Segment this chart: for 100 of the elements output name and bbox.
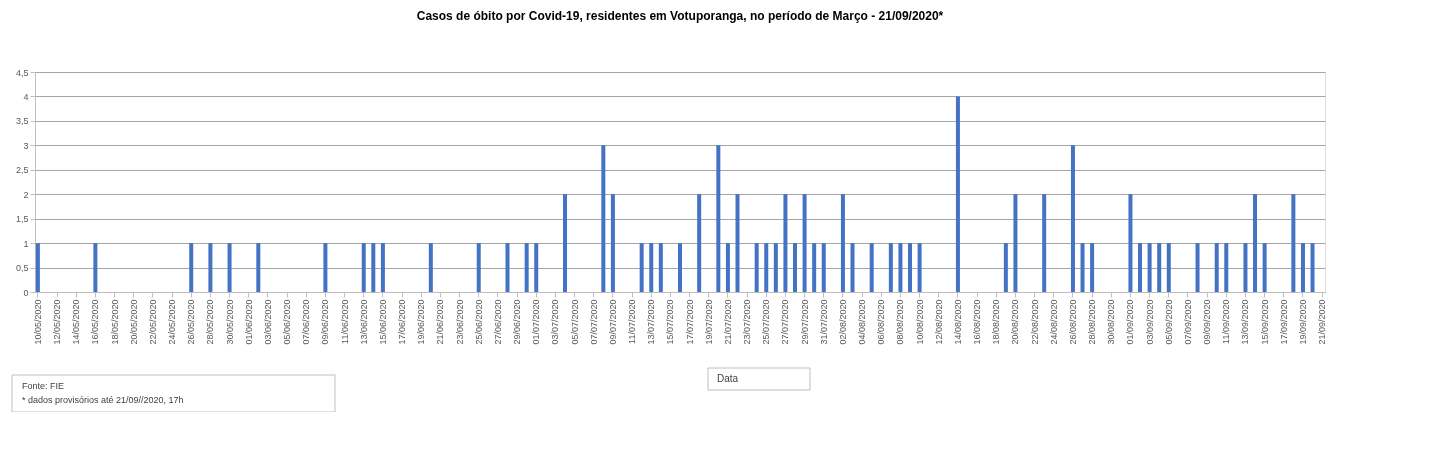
x-tick-label: 11/09/2020 xyxy=(1221,299,1232,344)
x-tick-label: 21/07/2020 xyxy=(722,299,733,345)
x-tick-label: 25/06/2020 xyxy=(473,299,484,345)
x-tick-label: 16/08/2020 xyxy=(972,299,983,345)
x-tick-label: 16/05/2020 xyxy=(90,299,101,345)
y-tick-label: 4,5 xyxy=(15,67,29,78)
x-tick-label: 03/07/2020 xyxy=(550,299,561,345)
bar xyxy=(1224,243,1229,292)
x-tick-label: 14/08/2020 xyxy=(952,299,963,345)
x-tick-label: 20/05/2020 xyxy=(128,299,139,345)
x-tick-label: 12/08/2020 xyxy=(933,299,944,345)
bar xyxy=(869,243,874,292)
x-tick-label: 30/05/2020 xyxy=(224,299,235,345)
bar xyxy=(649,243,654,292)
x-tick-label: 21/09/2020 xyxy=(1317,299,1328,345)
x-tick-label: 04/08/2020 xyxy=(857,299,868,345)
y-tick-label: 0 xyxy=(23,287,29,298)
bar xyxy=(1013,194,1018,292)
x-tick-label: 25/07/2020 xyxy=(761,299,772,345)
bar xyxy=(505,243,510,292)
bar xyxy=(189,243,194,292)
bar xyxy=(639,243,644,292)
x-tick-label: 10/05/2020 xyxy=(32,299,43,345)
x-tick-label: 27/06/2020 xyxy=(492,299,503,345)
bar xyxy=(716,145,721,292)
x-axis-title: Data xyxy=(717,373,739,384)
bar xyxy=(1300,243,1305,292)
x-tick-label: 26/05/2020 xyxy=(186,299,197,345)
bar xyxy=(955,96,960,292)
bar xyxy=(562,194,567,292)
bar xyxy=(208,243,213,292)
x-tick-label: 24/05/2020 xyxy=(167,299,178,345)
bar xyxy=(802,194,807,292)
x-tick-label: 29/07/2020 xyxy=(799,299,810,345)
y-tick-label: 3,5 xyxy=(15,116,29,127)
bar xyxy=(1166,243,1171,292)
bar xyxy=(1157,243,1162,292)
y-tick-label: 4 xyxy=(23,91,29,102)
x-tick-label: 15/09/2020 xyxy=(1259,299,1270,345)
y-tick-label: 1,5 xyxy=(15,214,29,225)
x-tick-label: 08/08/2020 xyxy=(895,299,906,345)
y-tick-label: 1 xyxy=(23,238,29,249)
bar xyxy=(1128,194,1133,292)
bar xyxy=(428,243,433,292)
x-tick-label: 01/07/2020 xyxy=(531,299,542,345)
bar xyxy=(850,243,855,292)
x-tick-label: 19/09/2020 xyxy=(1297,299,1308,345)
bar xyxy=(524,243,529,292)
x-tick-label: 05/07/2020 xyxy=(569,299,580,345)
bar xyxy=(821,243,826,292)
bar xyxy=(812,243,817,292)
bar xyxy=(323,243,328,292)
x-tick-label: 26/08/2020 xyxy=(1067,299,1078,345)
bar xyxy=(476,243,481,292)
bar xyxy=(1291,194,1296,292)
x-tick-label: 11/07/2020 xyxy=(627,299,638,344)
bar xyxy=(1310,243,1315,292)
x-tick-label: 07/07/2020 xyxy=(588,299,599,345)
bar xyxy=(658,243,663,292)
x-tick-label: 09/07/2020 xyxy=(607,299,618,345)
x-tick-label: 15/06/2020 xyxy=(377,299,388,345)
bar xyxy=(1003,243,1008,292)
text: * dados provisórios até 21/09//2020, 17h xyxy=(22,395,184,405)
bar xyxy=(361,243,366,292)
x-tick-label: 10/08/2020 xyxy=(914,299,925,345)
bar xyxy=(725,243,730,292)
bar xyxy=(1090,243,1095,292)
bar xyxy=(793,243,798,292)
x-tick-label: 17/07/2020 xyxy=(684,299,695,345)
bar xyxy=(1195,243,1200,292)
bar xyxy=(1243,243,1248,292)
x-tick-label: 05/09/2020 xyxy=(1163,299,1174,345)
bar xyxy=(1214,243,1219,292)
x-tick-label: 01/06/2020 xyxy=(243,299,254,345)
bar xyxy=(1080,243,1085,292)
x-tick-label: 02/08/2020 xyxy=(837,299,848,345)
x-tick-label: 22/08/2020 xyxy=(1029,299,1040,345)
x-tick-label: 28/08/2020 xyxy=(1087,299,1098,345)
x-tick-label: 24/08/2020 xyxy=(1048,299,1059,345)
x-tick-label: 28/05/2020 xyxy=(205,299,216,345)
bar xyxy=(1253,194,1258,292)
bar xyxy=(1138,243,1143,292)
x-tick-label: 09/09/2020 xyxy=(1202,299,1213,345)
x-tick-label: 29/06/2020 xyxy=(512,299,523,345)
bar xyxy=(735,194,740,292)
bar xyxy=(678,243,682,292)
x-tick-label: 15/07/2020 xyxy=(665,299,676,345)
x-tick-label: 30/08/2020 xyxy=(1106,299,1117,345)
bar xyxy=(534,243,539,292)
x-tick-label: 20/08/2020 xyxy=(1010,299,1021,345)
bar xyxy=(1262,243,1267,292)
chart-title: Casos de óbito por Covid-19, residentes em Votuporanga, no período de Março - 21/09/2020* xyxy=(416,9,944,23)
x-tick-label: 14/05/2020 xyxy=(71,299,82,345)
x-tick-label: 12/05/2020 xyxy=(52,299,63,345)
x-tick-label: 21/06/2020 xyxy=(435,299,446,345)
x-tick-label: 18/08/2020 xyxy=(991,299,1002,345)
x-tick-label: 05/06/2020 xyxy=(282,299,293,345)
x-tick-label: 07/06/2020 xyxy=(301,299,312,345)
bar xyxy=(256,243,261,292)
x-tick-label: 09/06/2020 xyxy=(320,299,331,345)
